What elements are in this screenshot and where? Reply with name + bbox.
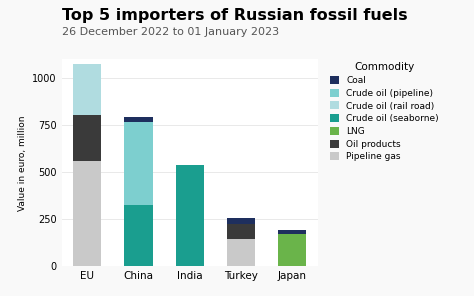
Bar <box>73 161 101 266</box>
Y-axis label: Value in euro, million: Value in euro, million <box>18 115 27 210</box>
Bar <box>227 224 255 239</box>
Text: Top 5 importers of Russian fossil fuels: Top 5 importers of Russian fossil fuels <box>62 8 407 23</box>
Bar <box>73 115 101 161</box>
Bar <box>278 234 306 266</box>
Bar <box>227 218 255 224</box>
Text: 26 December 2022 to 01 January 2023: 26 December 2022 to 01 January 2023 <box>62 27 279 37</box>
Bar <box>124 122 153 205</box>
Legend: Coal, Crude oil (pipeline), Crude oil (rail road), Crude oil (seaborne), LNG, Oi: Coal, Crude oil (pipeline), Crude oil (r… <box>327 59 441 164</box>
Bar <box>73 64 101 115</box>
Bar <box>124 205 153 266</box>
Bar <box>227 239 255 266</box>
Bar <box>278 230 306 234</box>
Bar <box>175 165 204 266</box>
Bar <box>124 117 153 122</box>
